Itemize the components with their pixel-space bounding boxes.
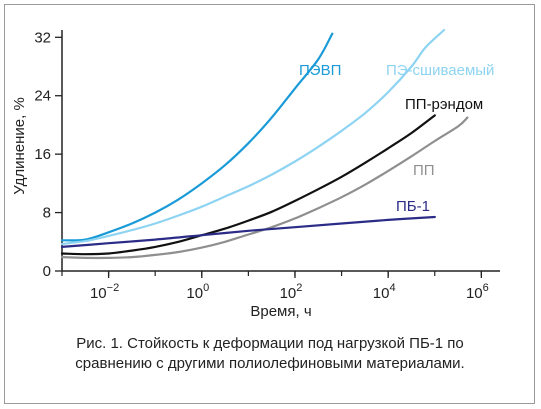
- series-labels: ПЭВП ПЭ-сшиваемый ПП-рэндом ПП ПБ-1: [299, 62, 494, 215]
- series-label-1: ПЭ-сшиваемый: [386, 62, 494, 79]
- y-ticks: 0 8 16 24 32: [34, 29, 62, 280]
- series-label-0: ПЭВП: [299, 62, 341, 79]
- x-tick-label: 100: [186, 282, 209, 302]
- figure-frame: [4, 4, 535, 404]
- series-label-3: ПП: [413, 162, 435, 179]
- y-tick-label: 32: [34, 29, 51, 46]
- series-lines: [60, 28, 469, 260]
- x-ticks: 10−2 100 102 104 106: [61, 271, 489, 302]
- series-line-0: [60, 32, 334, 242]
- figure-caption: Рис. 1. Стойкость к деформации под нагру…: [75, 335, 465, 372]
- y-axis-label: Удлинение, %: [11, 97, 28, 195]
- series-line-4: [60, 215, 436, 248]
- y-tick-label: 16: [34, 146, 51, 163]
- y-tick-label: 0: [43, 263, 51, 280]
- series-label-4: ПБ-1: [396, 198, 430, 215]
- x-tick-label: 104: [373, 282, 396, 302]
- y-tick-label: 24: [34, 88, 51, 105]
- series-label-2: ПП-рэндом: [405, 96, 483, 113]
- x-tick-label: 10−2: [90, 282, 119, 302]
- series-line-2: [60, 114, 436, 256]
- x-axis-label: Время, ч: [250, 303, 311, 320]
- x-tick-label: 106: [466, 282, 489, 302]
- series-line-1: [60, 28, 446, 246]
- y-tick-label: 8: [43, 205, 51, 222]
- chart: 0 8 16 24 32 10−2 100 102 104 106 ПЭВП ПЭ-сшиваем…: [11, 28, 500, 320]
- x-tick-label: 102: [280, 282, 303, 302]
- series-line-3: [60, 116, 469, 260]
